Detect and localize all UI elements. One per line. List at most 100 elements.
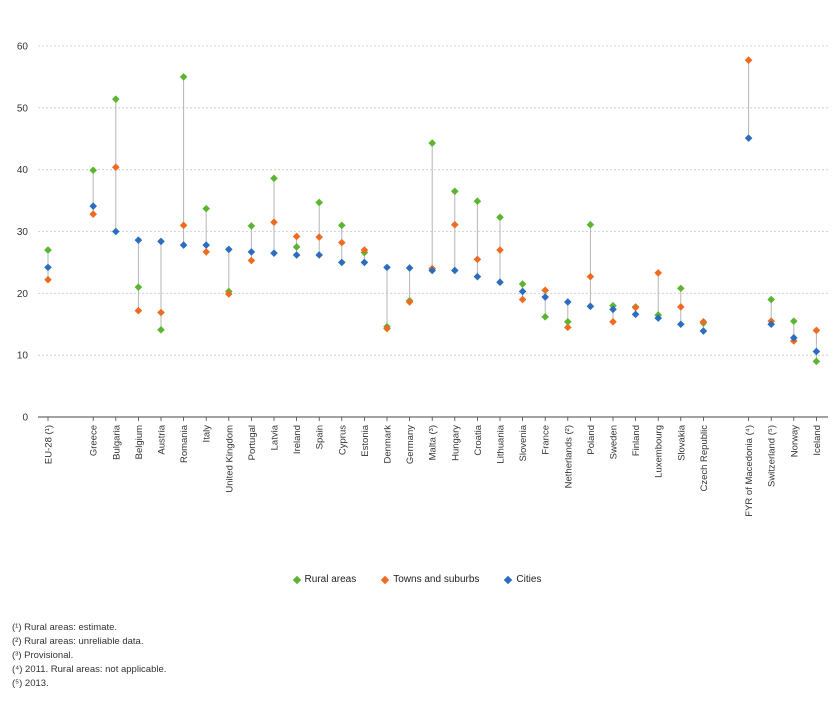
- point-cities: [270, 249, 278, 257]
- point-cities: [247, 248, 256, 256]
- point-cities: [677, 320, 685, 329]
- point-towns: [541, 286, 549, 295]
- point-towns: [360, 246, 369, 254]
- x-tick-label: Italy: [202, 425, 213, 443]
- x-tick-label: Finland: [631, 425, 642, 456]
- point-towns: [112, 163, 120, 171]
- point-cities: [405, 264, 414, 272]
- y-tick-label: 30: [17, 227, 29, 238]
- x-tick-label: Ireland: [292, 425, 303, 454]
- point-cities: [812, 347, 821, 356]
- point-cities: [767, 320, 775, 329]
- point-towns: [179, 221, 188, 230]
- point-cities: [586, 302, 595, 311]
- legend-marker-cities: [504, 575, 513, 584]
- point-cities: [744, 134, 753, 142]
- point-rural: [292, 243, 301, 251]
- point-rural: [247, 222, 256, 230]
- y-tick-label: 50: [17, 103, 29, 114]
- x-tick-label: Slovenia: [518, 424, 529, 461]
- y-axis-ticks: 0 10 20 30 40 50 60: [17, 42, 29, 424]
- x-tick-label: FYR of Macedonia (⁴): [744, 425, 755, 517]
- point-rural: [790, 317, 798, 325]
- x-tick-label: Romania: [179, 424, 190, 463]
- legend-label-towns: Towns and suburbs: [393, 574, 480, 585]
- x-tick-label: Lithuania: [496, 424, 507, 463]
- point-rural: [89, 166, 97, 175]
- point-rural: [767, 295, 775, 304]
- legend-marker-rural: [292, 575, 301, 584]
- point-rural: [518, 280, 527, 288]
- point-towns: [89, 210, 97, 218]
- legend-label-rural: Rural areas: [304, 574, 357, 585]
- point-towns: [157, 308, 165, 317]
- point-towns: [812, 326, 821, 335]
- point-rural: [315, 198, 323, 207]
- point-cities: [225, 245, 233, 254]
- point-rural: [541, 313, 549, 321]
- point-towns: [586, 272, 595, 281]
- x-tick-label: Croatia: [473, 424, 484, 455]
- y-tick-label: 20: [17, 289, 29, 300]
- legend-marker-towns: [381, 575, 390, 584]
- point-cities: [541, 293, 549, 301]
- x-axis-labels: EU-28 (¹) Greece Bulgaria Belgium Austria Rom…: [44, 417, 823, 517]
- point-rural: [564, 317, 572, 326]
- point-rural: [677, 284, 685, 293]
- point-towns: [654, 269, 662, 277]
- x-tick-label: Denmark: [383, 425, 394, 464]
- point-cities: [112, 227, 120, 236]
- point-cities: [44, 263, 52, 272]
- footnote: (⁵) 2013.: [12, 678, 49, 689]
- point-cities: [360, 258, 369, 267]
- point-cities: [202, 241, 210, 249]
- footnotes: (¹) Rural areas: estimate. (²) Rural are…: [12, 621, 166, 691]
- point-towns: [338, 238, 346, 247]
- x-tick-label: Cyprus: [337, 425, 348, 455]
- data-points: [44, 56, 821, 366]
- point-cities: [134, 236, 143, 244]
- point-cities: [157, 237, 165, 246]
- gridlines: [38, 45, 828, 418]
- point-cities: [790, 334, 798, 342]
- x-tick-label: Switzerland (⁵): [767, 425, 778, 487]
- x-tick-label: Belgium: [134, 425, 145, 459]
- point-rural: [44, 246, 52, 254]
- point-cities: [428, 266, 436, 275]
- x-tick-label: Estonia: [360, 424, 371, 456]
- point-towns: [744, 56, 753, 65]
- point-rural: [134, 283, 143, 291]
- point-rural: [451, 187, 459, 196]
- footnote: (⁴) 2011. Rural areas: not applicable.: [12, 664, 167, 675]
- x-tick-label: Iceland: [812, 425, 823, 456]
- point-cities: [654, 314, 662, 322]
- y-tick-label: 60: [17, 42, 29, 53]
- point-cities: [315, 251, 323, 259]
- point-towns: [405, 298, 414, 306]
- point-towns: [677, 303, 685, 311]
- x-tick-label: Norway: [789, 425, 800, 457]
- x-tick-label: Poland: [586, 425, 597, 455]
- point-rural: [496, 213, 504, 222]
- x-tick-label: Greece: [89, 425, 100, 456]
- point-towns: [631, 303, 640, 312]
- point-cities: [179, 241, 188, 249]
- point-cities: [609, 305, 617, 314]
- point-cities: [292, 251, 301, 259]
- footnote: (³) Provisional.: [12, 650, 74, 661]
- point-rural: [812, 357, 821, 366]
- point-towns: [247, 256, 256, 265]
- point-cities: [89, 202, 97, 210]
- point-rural: [157, 326, 165, 334]
- legend-item-cities: Cities: [504, 574, 541, 585]
- point-rural: [586, 220, 595, 229]
- x-tick-label: Spain: [315, 425, 326, 449]
- x-tick-label: Netherlands (²): [563, 425, 574, 488]
- x-tick-label: Austria: [157, 424, 168, 454]
- point-rural: [179, 73, 188, 81]
- point-rural: [112, 95, 120, 103]
- point-towns: [225, 290, 233, 298]
- point-rural: [202, 204, 210, 213]
- point-cities: [383, 263, 391, 272]
